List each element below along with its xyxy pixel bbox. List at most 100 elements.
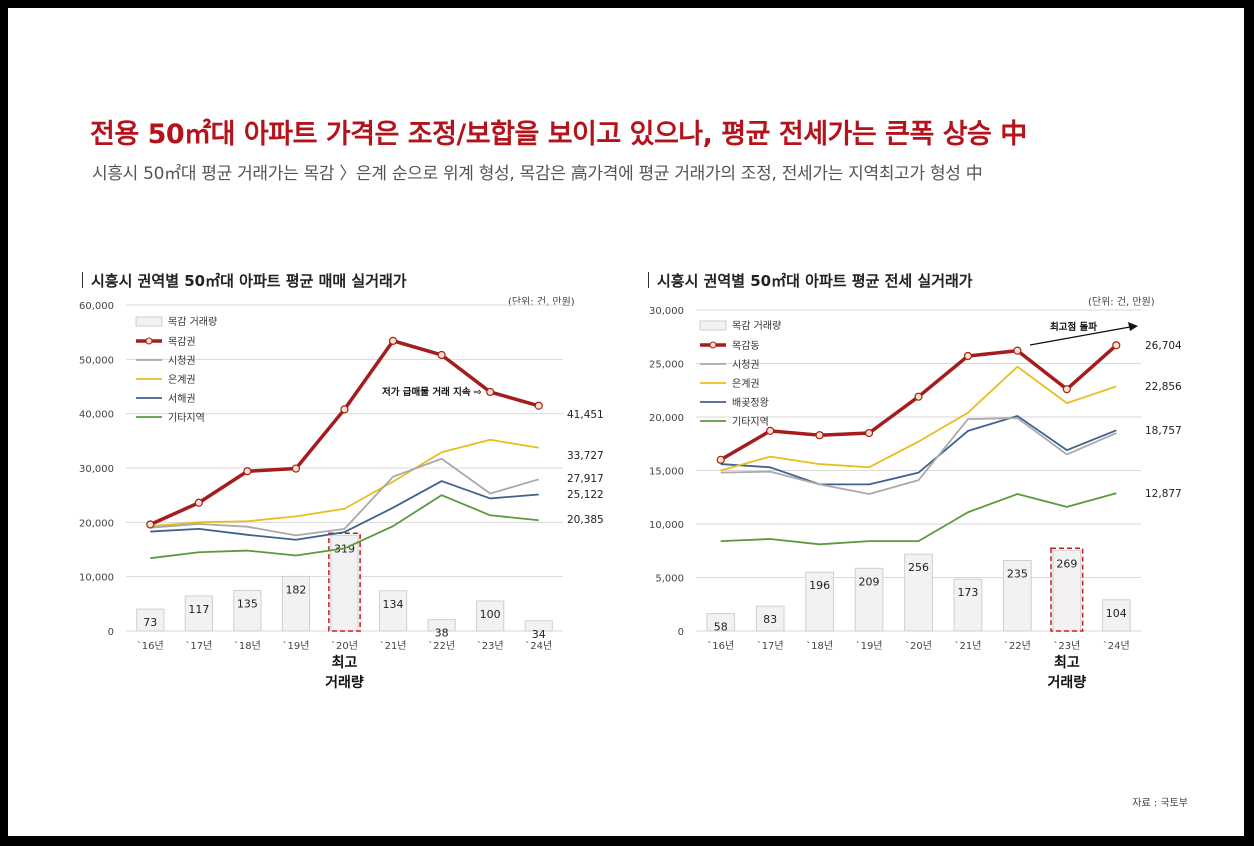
x-tick-label: `21년	[380, 640, 407, 652]
end-value-label: 41,451	[567, 409, 604, 421]
volume-bar	[904, 553, 933, 632]
volume-bar-label: 34	[532, 628, 546, 641]
volume-bar-label: 38	[435, 627, 449, 640]
end-value-label: 22,856	[1145, 381, 1182, 393]
x-tick-label: `22년	[1004, 640, 1031, 652]
y-tick-label: 30,000	[79, 464, 114, 475]
series-marker	[766, 426, 775, 436]
legend-swatch-marker	[709, 341, 717, 349]
highlight-label-line: 최고	[331, 655, 358, 671]
volume-bar	[330, 534, 359, 632]
volume-bar-label: 73	[143, 616, 157, 629]
volume-bar	[524, 620, 553, 632]
series-marker	[243, 467, 252, 476]
series-marker	[534, 401, 543, 410]
legend-label: 목감 거래량	[732, 320, 781, 332]
highlight-label-line: 최고	[1053, 655, 1080, 671]
series-marker	[340, 405, 349, 414]
volume-bar	[1052, 549, 1082, 632]
volume-bar-label: 100	[480, 608, 501, 621]
volume-bar	[476, 600, 505, 632]
max-volume-highlight-box	[328, 532, 361, 632]
x-tick-label: `19년	[282, 640, 309, 652]
chart2-arrow-head	[1128, 322, 1138, 331]
chart2-arrow-line	[1029, 326, 1131, 346]
y-tick-label: 50,000	[79, 355, 114, 366]
highlight-label-line: 거래량	[325, 675, 364, 691]
x-tick-label: `16년	[137, 640, 164, 652]
volume-bar	[755, 605, 785, 632]
legend-swatch-bar	[699, 320, 727, 331]
volume-bar-label: 196	[809, 579, 830, 592]
y-tick-label: 5,000	[655, 574, 684, 585]
title-bar-icon	[82, 272, 83, 288]
chart1-unit: (단위: 건, 만원)	[508, 297, 575, 308]
y-tick-label: 40,000	[79, 410, 114, 421]
series-marker	[486, 387, 495, 397]
volume-bar-label: 209	[859, 575, 880, 588]
volume-bar	[1003, 560, 1032, 632]
volume-bar	[706, 613, 736, 632]
x-tick-label: `18년	[234, 640, 261, 652]
volume-bar-label: 135	[237, 598, 258, 611]
highlight-label-line: 거래량	[1047, 675, 1087, 691]
x-tick-label: `24년	[525, 640, 552, 652]
volume-bar	[854, 567, 884, 632]
volume-bar-label: 269	[1056, 557, 1077, 570]
series-marker	[914, 392, 923, 401]
page-subtitle: 시흥시 50㎡대 평균 거래가는 목감 〉은계 순으로 위계 형성, 목감은 高…	[92, 164, 983, 184]
y-tick-label: 30,000	[649, 306, 684, 317]
legend-label: 시청권	[168, 355, 196, 367]
volume-bar-label: 256	[908, 561, 929, 574]
page: 전용 50㎡대 아파트 가격은 조정/보합을 보이고 있으나, 평균 전세가는 …	[8, 8, 1244, 836]
chart2-title-text: 시흥시 권역별 50㎡대 아파트 평균 전세 실거래가	[657, 272, 973, 290]
x-tick-label: `18년	[806, 640, 833, 652]
series-line-4	[150, 494, 539, 560]
volume-bar	[953, 578, 983, 632]
volume-bar-label: 173	[957, 586, 978, 599]
volume-bar-label: 117	[188, 603, 209, 616]
legend-label: 목감 거래량	[168, 316, 217, 328]
series-line-1	[150, 457, 539, 537]
volume-bar	[378, 590, 408, 632]
x-tick-label: `17년	[757, 640, 784, 652]
x-tick-label: `22년	[428, 640, 455, 652]
end-value-label: 20,385	[567, 514, 604, 526]
y-tick-label: 20,000	[79, 518, 114, 529]
y-tick-label: 0	[678, 627, 684, 638]
volume-bar-label: 235	[1007, 568, 1028, 581]
chart2-svg: 0 5,000 10,000 15,000 20,000 25,000 30,000 58 83…	[649, 306, 1182, 652]
series-marker	[1112, 341, 1121, 350]
x-tick-label: `20년	[905, 640, 932, 652]
series-marker	[864, 428, 874, 438]
volume-bar-label: 58	[714, 621, 728, 634]
volume-bar	[427, 619, 456, 632]
legend-label: 기타지역	[168, 412, 205, 424]
series-marker	[146, 520, 155, 529]
legend-label: 은계권	[168, 374, 196, 386]
series-marker	[963, 351, 973, 361]
volume-bar	[184, 595, 213, 632]
x-tick-label: `21년	[954, 640, 981, 652]
series-marker	[716, 455, 725, 464]
series-line-2	[150, 438, 539, 528]
volume-bar	[1101, 599, 1131, 632]
legend-label: 배곶정왕	[732, 397, 769, 409]
legend-swatch-marker	[145, 337, 153, 345]
chart1-annotation: 저가 급매물 거래 지속 ⇨	[382, 386, 482, 398]
legend-swatch-bar	[135, 316, 163, 327]
legend-label: 기타지역	[732, 416, 769, 428]
volume-bar-label: 134	[383, 598, 404, 611]
x-tick-label: `23년	[1053, 640, 1080, 652]
chart2-title: 시흥시 권역별 50㎡대 아파트 평균 전세 실거래가	[648, 270, 973, 291]
end-value-label: 25,122	[567, 489, 604, 501]
chart1-title-text: 시흥시 권역별 50㎡대 아파트 평균 매매 실거래가	[91, 272, 407, 290]
series-line-4	[720, 492, 1117, 546]
series-marker	[194, 498, 203, 507]
x-tick-label: `19년	[856, 640, 883, 652]
max-volume-highlight-box	[1050, 547, 1084, 632]
series-line-3	[720, 415, 1117, 486]
x-tick-label: `20년	[331, 640, 358, 652]
